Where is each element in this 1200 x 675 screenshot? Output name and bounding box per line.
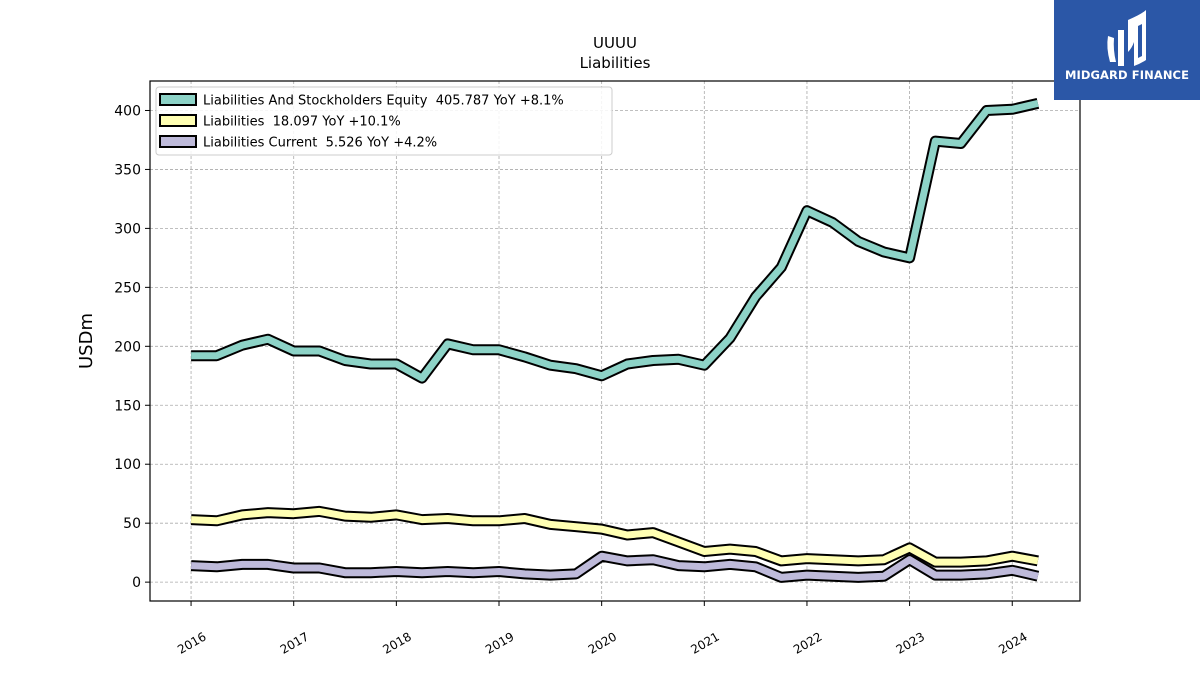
legend-swatch — [159, 135, 197, 148]
chart-title: UUUU — [593, 34, 637, 52]
midgard-logo-icon — [1107, 10, 1146, 66]
y-tick-label: 200 — [114, 339, 141, 355]
series-line — [191, 98, 1040, 384]
legend-box — [155, 86, 613, 156]
legend-swatch — [159, 114, 197, 127]
y-tick-label: 250 — [114, 280, 141, 296]
series-line — [190, 550, 1040, 583]
y-tick-label: 150 — [114, 398, 141, 414]
y-tick-label: 0 — [132, 575, 141, 591]
x-tick-label: 2016 — [175, 629, 208, 656]
y-tick-label: 350 — [114, 162, 141, 178]
x-tick-label: 2020 — [586, 629, 619, 656]
x-tick-label: 2017 — [278, 629, 311, 656]
series-line-fill — [190, 552, 1039, 581]
legend-label: Liabilities 18.097 YoY +10.1% — [203, 115, 401, 130]
x-tick-label: 2024 — [996, 629, 1029, 656]
y-tick-label: 100 — [114, 457, 141, 473]
x-tick-label: 2021 — [688, 629, 721, 656]
legend-label: Liabilities And Stockholders Equity 405.… — [203, 94, 564, 109]
plot-frame — [149, 80, 1081, 602]
y-tick-label: 300 — [114, 221, 141, 237]
legend-swatch — [159, 93, 197, 106]
y-tick-label: 400 — [114, 103, 141, 119]
x-tick-label: 2023 — [894, 629, 927, 656]
brand-logo: MIDGARD FINANCE — [1054, 0, 1200, 100]
series-line-fill — [190, 507, 1039, 566]
legend: Liabilities And Stockholders Equity 405.… — [155, 86, 613, 156]
series-line — [190, 505, 1039, 568]
brand-name: MIDGARD FINANCE — [1064, 68, 1190, 82]
x-tick-label: 2018 — [380, 629, 413, 656]
series-line-fill — [191, 99, 1039, 382]
x-tick-label: 2019 — [483, 629, 516, 656]
y-axis-label: USDm — [76, 313, 97, 369]
legend-label: Liabilities Current 5.526 YoY +4.2% — [203, 136, 437, 151]
y-tick-label: 50 — [123, 516, 141, 532]
chart-subtitle: Liabilities — [580, 54, 651, 72]
x-tick-label: 2022 — [791, 629, 824, 656]
